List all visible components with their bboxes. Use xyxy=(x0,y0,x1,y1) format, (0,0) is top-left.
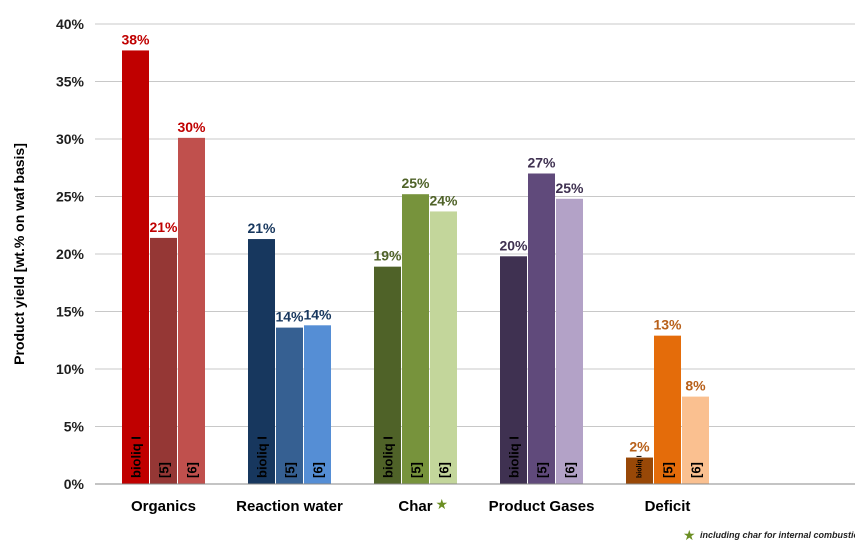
bar-reaction-water-1 xyxy=(276,327,303,484)
data-label: 19% xyxy=(373,248,402,264)
bar-product-gases-1 xyxy=(528,173,555,484)
y-tick-label: 10% xyxy=(56,361,85,377)
bar-source-label: bioliq I xyxy=(507,436,522,478)
bar-source-label: [5] xyxy=(535,462,550,478)
y-tick-label: 40% xyxy=(56,16,85,32)
footnote-star-icon: ★ xyxy=(683,527,696,543)
data-label: 30% xyxy=(177,119,206,135)
bar-deficit-1 xyxy=(654,335,681,484)
bar-organics-0 xyxy=(122,50,149,484)
y-axis-label: Product yield [wt.% on waf basis] xyxy=(11,143,27,365)
x-category-label: Organics xyxy=(131,498,196,515)
data-label: 25% xyxy=(401,175,430,191)
data-label: 21% xyxy=(149,219,178,235)
bar-source-label: [6] xyxy=(563,462,578,478)
bar-organics-2 xyxy=(178,137,205,484)
data-labels: 38% bioliq I 21% [5] 30% [6] 21% bioliq I 14% [5]… xyxy=(121,31,706,478)
y-axis-ticks: 0% 5% 10% 15% 20% 25% 30% 35% 40% xyxy=(56,16,85,492)
bar-source-label: [6] xyxy=(689,462,704,478)
y-tick-label: 15% xyxy=(56,304,85,320)
bar-char-0 xyxy=(374,266,401,484)
x-category-label: Product Gases xyxy=(489,498,595,515)
data-label: 20% xyxy=(499,237,528,253)
x-axis-categories: Organics Reaction water Char ★ Product Gases… xyxy=(131,496,690,515)
data-label: 14% xyxy=(275,309,304,325)
bar-source-label: [6] xyxy=(311,462,326,478)
bar-deficit-0 xyxy=(626,457,653,484)
x-category-label: Deficit xyxy=(645,498,691,515)
y-tick-label: 25% xyxy=(56,189,85,205)
data-label: 27% xyxy=(527,155,556,171)
bar-source-label: bioliq I xyxy=(255,436,270,478)
y-tick-label: 20% xyxy=(56,246,85,262)
data-label: 2% xyxy=(629,439,650,455)
x-category-label: Reaction water xyxy=(236,498,343,515)
bar-source-label: [5] xyxy=(283,462,298,478)
data-label: 8% xyxy=(685,378,706,394)
bar-char-2 xyxy=(430,211,457,484)
y-tick-label: 30% xyxy=(56,131,85,147)
footnote: including char for internal combustion xyxy=(700,530,855,540)
bar-reaction-water-2 xyxy=(304,325,331,484)
data-label: 14% xyxy=(303,306,332,322)
x-category-label: Char xyxy=(398,498,432,515)
data-label: 25% xyxy=(555,180,584,196)
bars xyxy=(122,50,709,485)
data-label: 13% xyxy=(653,317,682,333)
bar-source-label: bioliq I xyxy=(637,455,644,478)
y-tick-label: 0% xyxy=(64,476,85,492)
bar-char-1 xyxy=(402,194,429,484)
star-icon: ★ xyxy=(436,496,449,512)
gridlines xyxy=(95,23,855,427)
bar-deficit-2 xyxy=(682,396,709,484)
bar-product-gases-2 xyxy=(556,198,583,485)
bar-reaction-water-0 xyxy=(248,239,275,484)
y-tick-label: 35% xyxy=(56,74,85,90)
data-label: 21% xyxy=(247,220,276,236)
bar-source-label: [5] xyxy=(157,462,172,478)
bar-organics-1 xyxy=(150,237,177,484)
bar-source-label: bioliq I xyxy=(129,436,144,478)
y-tick-label: 5% xyxy=(64,419,85,435)
bar-source-label: [5] xyxy=(661,462,676,478)
bar-source-label: [5] xyxy=(409,462,424,478)
data-label: 24% xyxy=(429,192,458,208)
bar-source-label: bioliq I xyxy=(381,436,396,478)
bar-source-label: [6] xyxy=(185,462,200,478)
data-label: 38% xyxy=(121,31,150,47)
bar-source-label: [6] xyxy=(437,462,452,478)
bar-product-gases-0 xyxy=(500,256,527,484)
